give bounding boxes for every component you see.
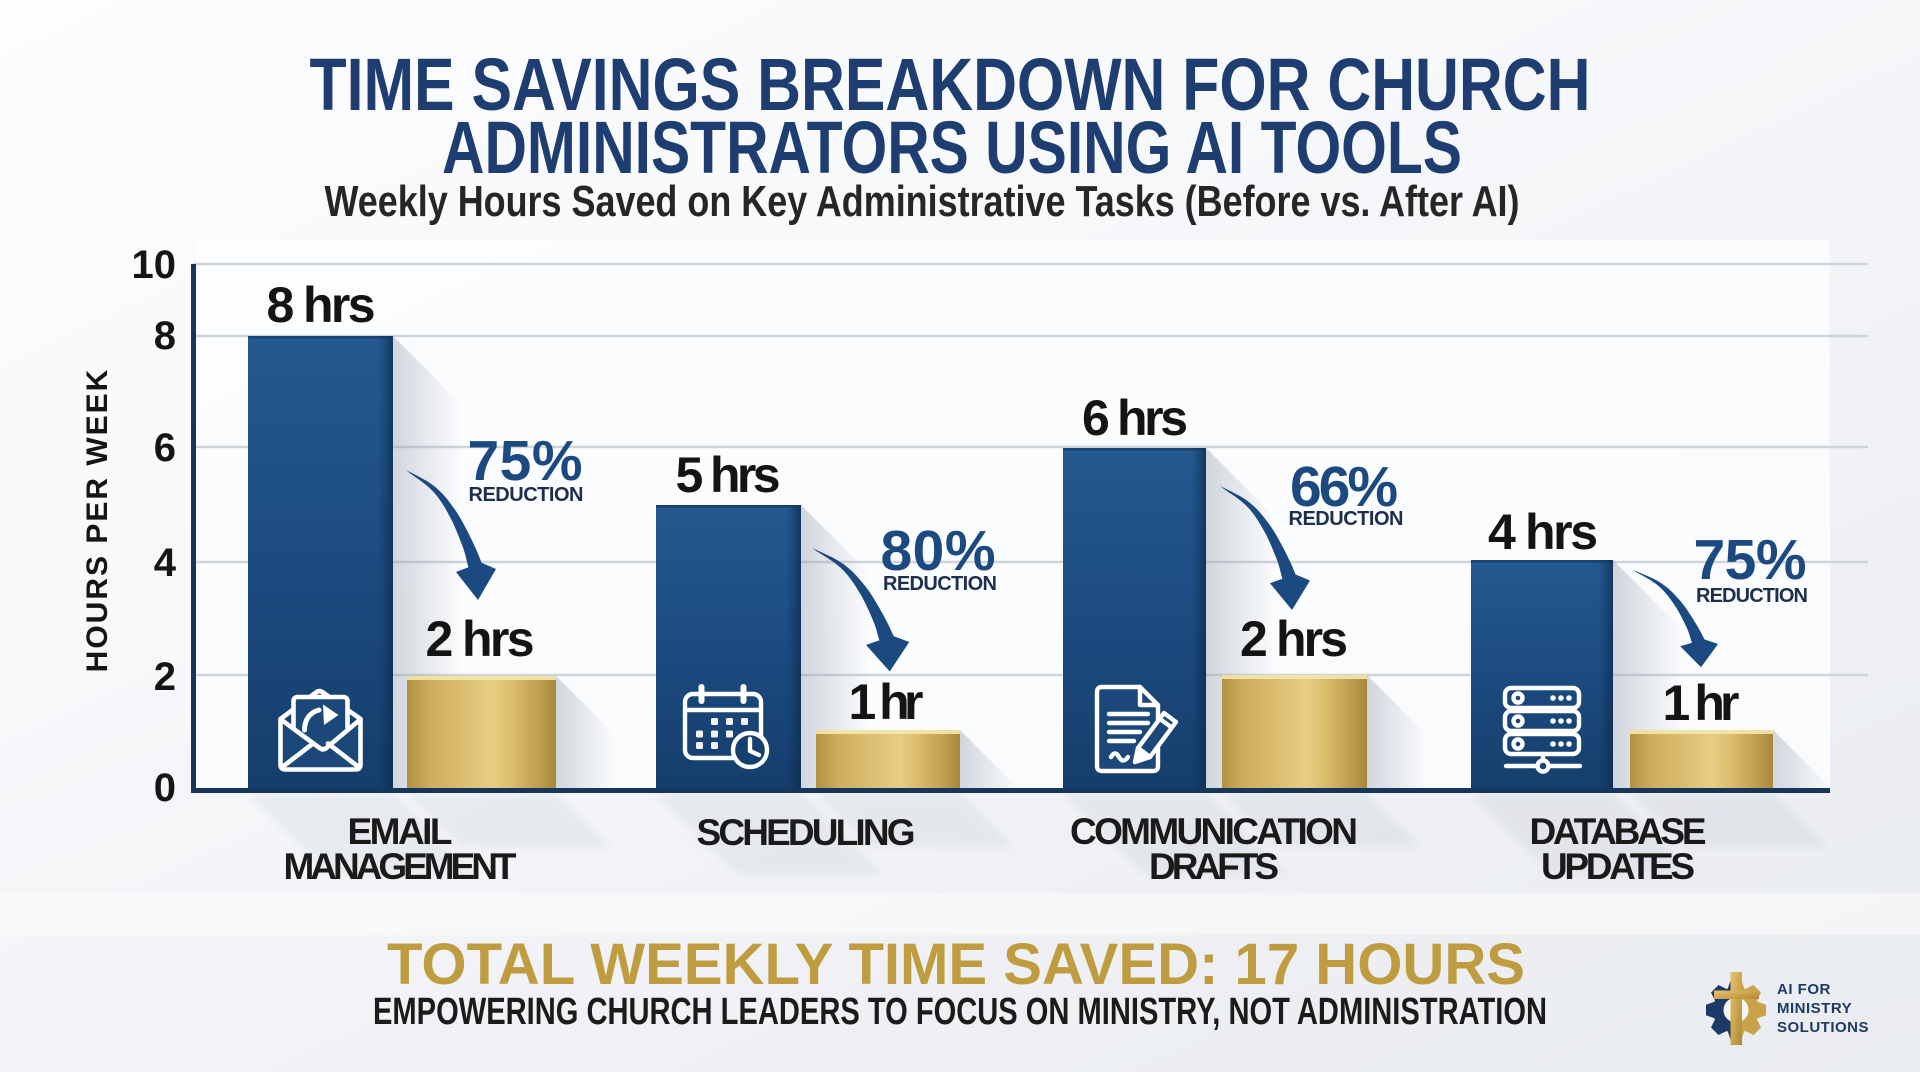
svg-text:DRAFTS: DRAFTS xyxy=(1149,846,1279,887)
svg-text:TIME SAVINGS BREAKDOWN FOR CHU: TIME SAVINGS BREAKDOWN FOR CHURCH xyxy=(310,43,1591,126)
svg-text:REDUCTION: REDUCTION xyxy=(1696,585,1808,607)
svg-text:0: 0 xyxy=(154,766,176,810)
svg-text:6: 6 xyxy=(154,426,176,470)
svg-text:10: 10 xyxy=(132,243,177,287)
svg-text:ADMINISTRATORS USING AI TOOLS: ADMINISTRATORS USING AI TOOLS xyxy=(442,106,1462,189)
svg-text:UPDATES: UPDATES xyxy=(1541,846,1695,887)
svg-text:DATABASE: DATABASE xyxy=(1530,811,1707,852)
svg-text:8 hrs: 8 hrs xyxy=(267,277,376,333)
svg-text:75%: 75% xyxy=(468,429,583,493)
svg-text:1 hr: 1 hr xyxy=(1663,675,1740,731)
svg-text:Weekly Hours Saved on Key Admi: Weekly Hours Saved on Key Administrative… xyxy=(325,177,1520,226)
svg-text:2: 2 xyxy=(154,655,176,699)
svg-text:2 hrs: 2 hrs xyxy=(426,611,535,667)
svg-text:4 hrs: 4 hrs xyxy=(1488,504,1598,560)
svg-text:2 hrs: 2 hrs xyxy=(1240,611,1348,667)
svg-text:80%: 80% xyxy=(881,519,996,583)
svg-text:REDUCTION: REDUCTION xyxy=(883,573,997,595)
svg-text:EMAIL: EMAIL xyxy=(348,811,453,852)
svg-text:MINISTRY: MINISTRY xyxy=(1777,1000,1852,1017)
svg-text:4: 4 xyxy=(154,541,177,585)
svg-text:MANAGEMENT: MANAGEMENT xyxy=(284,846,517,887)
svg-text:REDUCTION: REDUCTION xyxy=(1289,508,1404,530)
svg-text:EMPOWERING CHURCH LEADERS TO F: EMPOWERING CHURCH LEADERS TO FOCUS ON MI… xyxy=(373,991,1547,1033)
svg-text:1 hr: 1 hr xyxy=(849,674,924,730)
svg-text:TOTAL WEEKLY TIME SAVED: 17 HO: TOTAL WEEKLY TIME SAVED: 17 HOURS xyxy=(387,932,1525,997)
svg-text:COMMUNICATION: COMMUNICATION xyxy=(1070,811,1358,852)
svg-text:75%: 75% xyxy=(1694,528,1807,592)
svg-text:8: 8 xyxy=(154,314,176,358)
svg-text:HOURS PER WEEK: HOURS PER WEEK xyxy=(81,368,114,673)
svg-text:5 hrs: 5 hrs xyxy=(676,447,781,503)
svg-text:SOLUTIONS: SOLUTIONS xyxy=(1777,1019,1869,1036)
svg-text:REDUCTION: REDUCTION xyxy=(469,484,584,506)
svg-text:SCHEDULING: SCHEDULING xyxy=(697,812,916,853)
svg-text:66%: 66% xyxy=(1290,455,1398,519)
svg-text:6 hrs: 6 hrs xyxy=(1082,390,1188,446)
svg-text:AI FOR: AI FOR xyxy=(1777,981,1831,998)
